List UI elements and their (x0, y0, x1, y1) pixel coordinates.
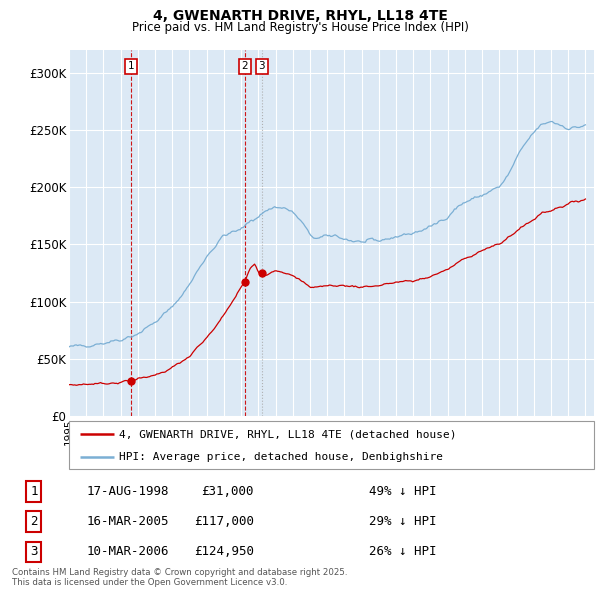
Text: 10-MAR-2006: 10-MAR-2006 (87, 545, 169, 558)
Text: 3: 3 (30, 545, 38, 558)
Text: 16-MAR-2005: 16-MAR-2005 (87, 515, 169, 528)
Text: £124,950: £124,950 (194, 545, 254, 558)
Text: 3: 3 (259, 61, 265, 71)
Text: Price paid vs. HM Land Registry's House Price Index (HPI): Price paid vs. HM Land Registry's House … (131, 21, 469, 34)
Text: Contains HM Land Registry data © Crown copyright and database right 2025.
This d: Contains HM Land Registry data © Crown c… (12, 568, 347, 587)
Text: 1: 1 (30, 485, 38, 498)
Text: HPI: Average price, detached house, Denbighshire: HPI: Average price, detached house, Denb… (119, 452, 443, 462)
Text: £31,000: £31,000 (202, 485, 254, 498)
Text: 49% ↓ HPI: 49% ↓ HPI (369, 485, 437, 498)
Text: 4, GWENARTH DRIVE, RHYL, LL18 4TE: 4, GWENARTH DRIVE, RHYL, LL18 4TE (152, 9, 448, 23)
Text: 4, GWENARTH DRIVE, RHYL, LL18 4TE (detached house): 4, GWENARTH DRIVE, RHYL, LL18 4TE (detac… (119, 429, 457, 439)
Text: 1: 1 (128, 61, 135, 71)
Text: 2: 2 (241, 61, 248, 71)
Text: 26% ↓ HPI: 26% ↓ HPI (369, 545, 437, 558)
Text: 17-AUG-1998: 17-AUG-1998 (87, 485, 169, 498)
Text: 29% ↓ HPI: 29% ↓ HPI (369, 515, 437, 528)
Text: £117,000: £117,000 (194, 515, 254, 528)
Text: 2: 2 (30, 515, 38, 528)
